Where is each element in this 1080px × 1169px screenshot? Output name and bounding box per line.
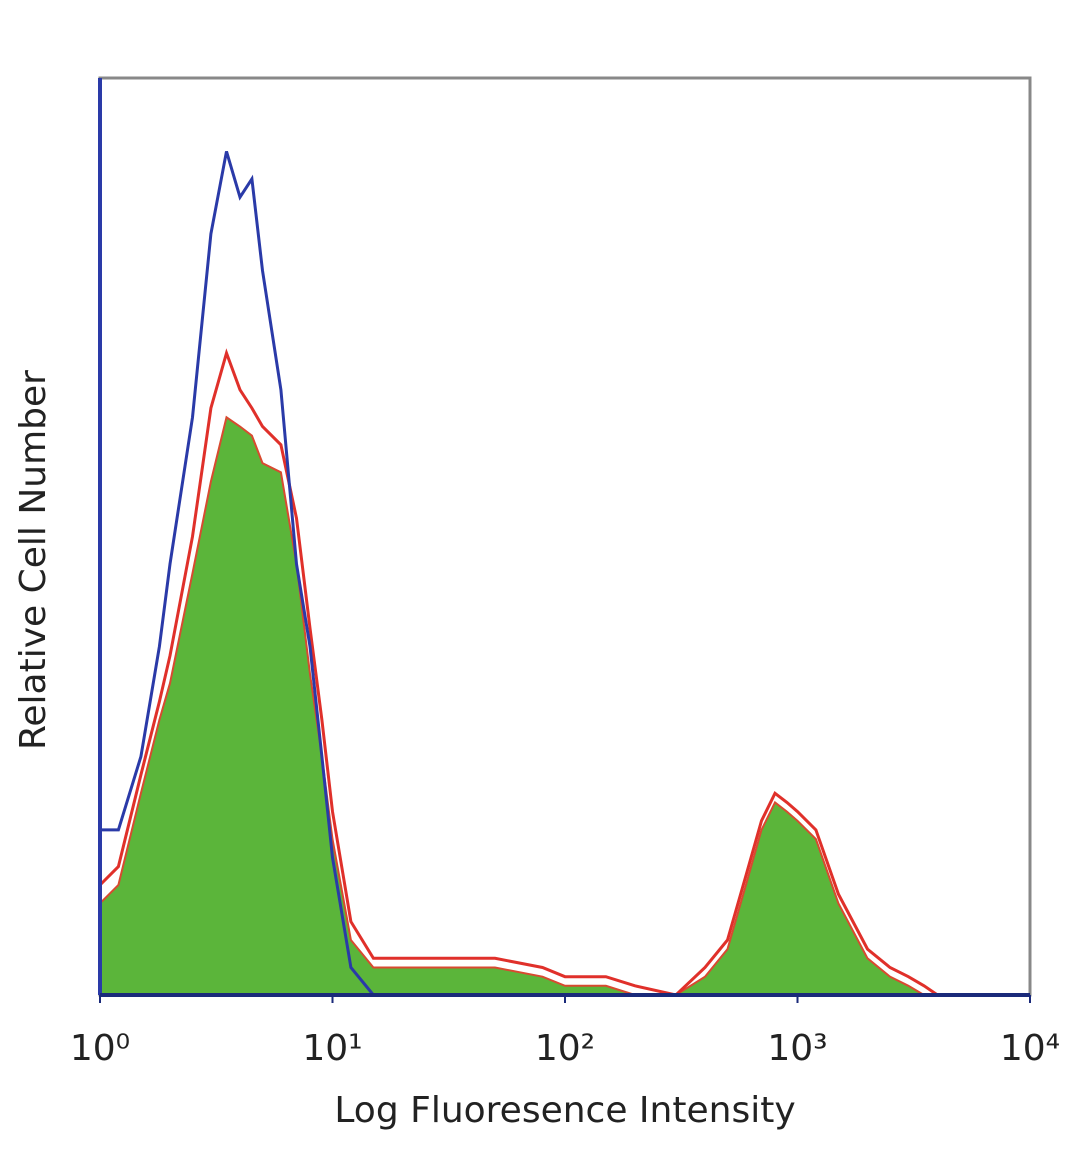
x-axis-label: Log Fluoresence Intensity	[334, 1090, 795, 1131]
x-tick-label: 10³	[767, 1028, 827, 1069]
area	[99, 415, 1030, 996]
x-tick-label: 10¹	[302, 1028, 362, 1069]
x-tick-label: 10²	[535, 1028, 595, 1069]
line	[98, 348, 1030, 997]
y-axis-label: Relative Cell Number	[13, 370, 54, 750]
x-tick-label: 10⁰	[70, 1028, 130, 1069]
x-tick-label: 10⁴	[1000, 1028, 1060, 1069]
